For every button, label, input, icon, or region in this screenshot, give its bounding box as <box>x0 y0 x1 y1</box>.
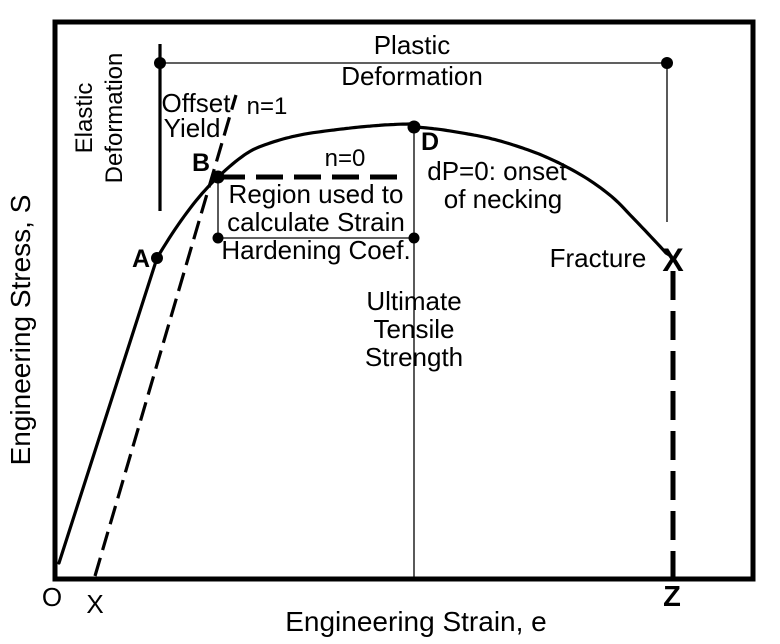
svg-text:n=0: n=0 <box>325 145 366 172</box>
svg-text:X: X <box>86 589 103 619</box>
svg-text:dP=0: onset: dP=0: onset <box>427 156 567 186</box>
svg-text:Engineering Stress, S: Engineering Stress, S <box>5 195 36 466</box>
svg-text:D: D <box>421 128 439 156</box>
svg-text:Plastic: Plastic <box>374 30 451 60</box>
svg-text:Hardening Coef.: Hardening Coef. <box>221 235 410 265</box>
svg-text:of necking: of necking <box>444 184 563 214</box>
svg-text:B: B <box>192 149 210 177</box>
svg-text:A: A <box>132 245 150 273</box>
svg-text:Yield: Yield <box>164 113 221 143</box>
svg-text:Engineering Strain, e: Engineering Strain, e <box>285 606 547 637</box>
svg-text:calculate Strain: calculate Strain <box>227 207 405 237</box>
svg-text:Elastic: Elastic <box>71 83 98 154</box>
svg-text:Deformation: Deformation <box>101 53 128 184</box>
svg-text:Fracture: Fracture <box>550 243 647 273</box>
svg-text:Tensile: Tensile <box>374 314 455 344</box>
svg-text:Ultimate: Ultimate <box>366 286 461 316</box>
svg-text:O: O <box>42 582 62 612</box>
svg-text:Strength: Strength <box>365 342 463 372</box>
svg-text:n=1: n=1 <box>247 93 288 120</box>
svg-text:Z: Z <box>663 581 681 613</box>
svg-text:Deformation: Deformation <box>341 61 483 91</box>
svg-text:Region used to: Region used to <box>229 179 404 209</box>
